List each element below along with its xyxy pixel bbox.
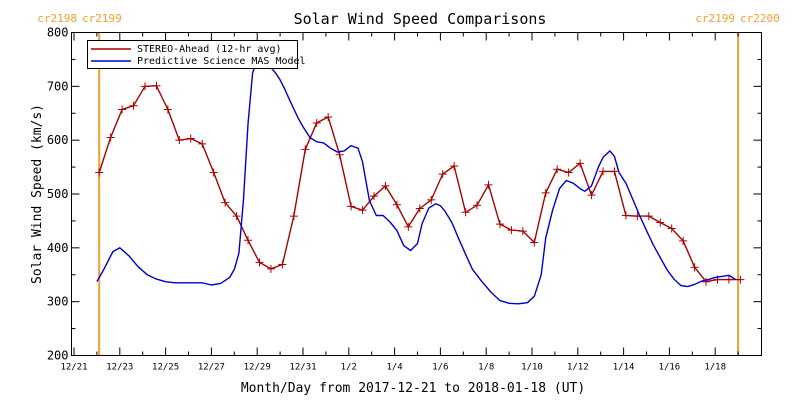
chart-title: Solar Wind Speed Comparisons <box>294 10 547 28</box>
series-1-point-5 <box>152 81 161 90</box>
series-1-point-38 <box>530 238 539 247</box>
x-tick-label-3: 12/27 <box>198 363 225 373</box>
series-1-point-13 <box>244 236 253 245</box>
y-tick-label-700: 700 <box>47 79 69 93</box>
series-1-point-36 <box>507 226 516 235</box>
series-1-point-18 <box>301 145 310 154</box>
y-axis-label: Solar Wind Speed (km/s) <box>30 104 45 284</box>
x-tick-label-5: 12/31 <box>289 363 316 373</box>
legend-label-model: Predictive Science MAS Model <box>137 56 306 67</box>
series-1-point-24 <box>369 192 378 201</box>
x-tick-label-1: 12/23 <box>106 363 133 373</box>
series-1-point-56 <box>736 275 745 284</box>
series-1-point-49 <box>656 218 665 227</box>
series-line-2 <box>96 59 737 305</box>
y-tick-label-500: 500 <box>47 187 69 201</box>
series-1-point-43 <box>587 191 596 200</box>
series-1-point-15 <box>266 264 275 273</box>
x-tick-label-13: 1/16 <box>659 363 681 373</box>
series-1-point-17 <box>289 212 298 221</box>
series-1-point-26 <box>392 200 401 209</box>
x-tick-label-6: 1/2 <box>341 363 357 373</box>
series-1-point-46 <box>621 211 630 220</box>
y-tick-label-200: 200 <box>47 349 69 363</box>
series-1-point-2 <box>118 105 127 114</box>
rotation-label-left-1: cr2198 <box>37 12 77 25</box>
x-tick-label-8: 1/6 <box>432 363 448 373</box>
y-axis: 200 300 400 500 600 700 800 <box>47 26 762 363</box>
series-1-point-34 <box>484 180 493 189</box>
series-1-point-33 <box>473 201 482 210</box>
series-1-point-37 <box>518 227 527 236</box>
series-1-point-20 <box>324 113 333 122</box>
series-1-point-7 <box>175 136 184 145</box>
x-tick-label-9: 1/8 <box>478 363 494 373</box>
x-tick-label-4: 12/29 <box>244 363 271 373</box>
series-1-point-35 <box>495 220 504 229</box>
x-tick-label-10: 1/10 <box>521 363 543 373</box>
x-tick-label-11: 1/12 <box>567 363 589 373</box>
series-1-point-3 <box>129 101 138 110</box>
series-1-point-32 <box>461 208 470 217</box>
series-1-point-14 <box>255 258 264 267</box>
series-1-point-16 <box>278 260 287 269</box>
series-1-point-4 <box>140 82 149 91</box>
y-tick-label-300: 300 <box>47 295 69 309</box>
series-1-point-12 <box>232 212 241 221</box>
y-tick-label-800: 800 <box>47 26 69 40</box>
legend-label-stereo: STEREO-Ahead (12-hr avg) <box>137 44 282 55</box>
series-1-point-48 <box>644 212 653 221</box>
x-tick-label-14: 1/18 <box>704 363 726 373</box>
rotation-label-left-2: cr2199 <box>695 12 735 25</box>
series-1-point-29 <box>427 195 436 204</box>
legend: STEREO-Ahead (12-hr avg) Predictive Scie… <box>87 40 306 69</box>
series-1-point-44 <box>598 167 607 176</box>
series-1-point-23 <box>358 206 367 215</box>
series-1-point-55 <box>724 275 733 284</box>
series-1-point-53 <box>702 277 711 286</box>
series-1-point-42 <box>576 159 585 168</box>
legend-box <box>87 40 298 69</box>
series-1-point-1 <box>106 133 115 142</box>
y-tick-label-400: 400 <box>47 241 69 255</box>
series-1-point-22 <box>347 202 356 211</box>
series-1-point-45 <box>610 167 619 176</box>
series-1-point-25 <box>381 181 390 190</box>
series-1-point-8 <box>186 134 195 143</box>
series-1-point-11 <box>221 198 230 207</box>
y-tick-label-600: 600 <box>47 133 69 147</box>
series-layer <box>95 59 745 305</box>
series-1-point-6 <box>163 105 172 114</box>
x-axis: 12/21 12/23 12/25 12/27 12/29 12/31 1/2 1/4 1/6 1… <box>60 32 739 373</box>
x-tick-label-7: 1/4 <box>386 363 402 373</box>
series-1-point-52 <box>690 263 699 272</box>
series-1-point-28 <box>415 204 424 213</box>
rotation-label-right-1: cr2199 <box>82 12 122 25</box>
series-1-point-41 <box>564 168 573 177</box>
series-1-point-19 <box>312 118 321 127</box>
series-1-point-31 <box>450 162 459 171</box>
series-1-point-0 <box>95 168 104 177</box>
x-tick-label-2: 12/25 <box>152 363 179 373</box>
series-1-point-27 <box>404 222 413 231</box>
x-tick-label-0: 12/21 <box>60 363 87 373</box>
series-1-point-30 <box>438 170 447 179</box>
series-1-point-39 <box>541 188 550 197</box>
series-1-point-50 <box>667 224 676 233</box>
rotation-label-right-2: cr2200 <box>740 12 780 25</box>
rotation-lines <box>98 32 740 356</box>
x-axis-label: Month/Day from 2017-12-21 to 2018-01-18 … <box>241 381 585 396</box>
series-1-point-10 <box>209 168 218 177</box>
series-1-point-51 <box>679 236 688 245</box>
series-1-point-40 <box>553 165 562 174</box>
series-1-point-9 <box>198 139 207 148</box>
x-tick-label-12: 1/14 <box>613 363 635 373</box>
